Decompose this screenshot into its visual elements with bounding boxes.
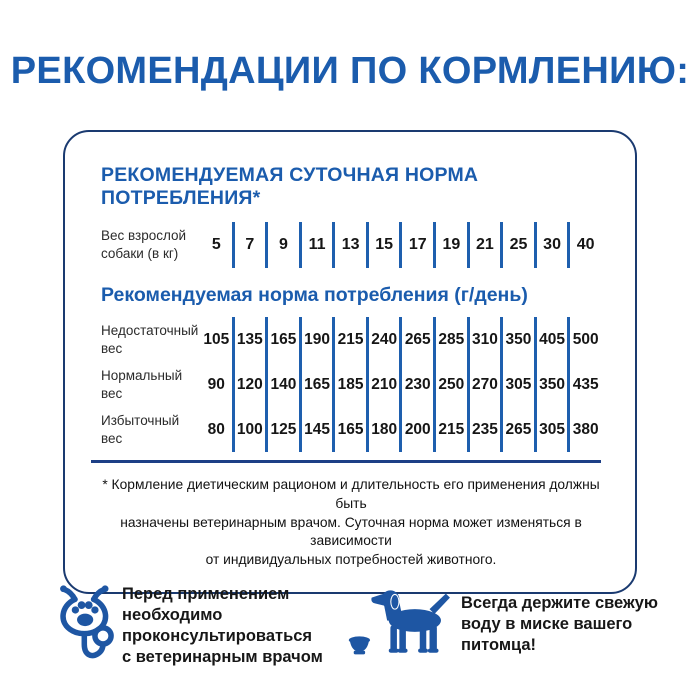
- norm-column: 285 250 215: [436, 317, 470, 452]
- dog-with-bowl-icon: [348, 586, 454, 669]
- page-title: РЕКОМЕНДАЦИИ ПО КОРМЛЕНИЮ:: [10, 50, 690, 92]
- norm-value-cell: 185: [337, 375, 364, 393]
- norm-value-cell: 190: [304, 330, 330, 348]
- norm-value-cell: 140: [270, 375, 297, 393]
- panel-subheading: Рекомендуемая норма потребления (г/день): [101, 284, 528, 306]
- norm-value-cell: 120: [236, 375, 263, 393]
- norm-value-cell: 265: [404, 330, 431, 348]
- norm-value-cell: 210: [371, 375, 398, 393]
- norm-value-cell: 270: [471, 375, 498, 393]
- row-label-normalweight: Нормальный вес: [101, 367, 183, 401]
- weight-value-cell: 21: [470, 222, 504, 268]
- norm-value-cell: 380: [572, 420, 599, 438]
- norm-value-cell: 165: [304, 375, 330, 393]
- weight-value-cell: 17: [402, 222, 437, 268]
- panel-heading: РЕКОМЕНДУЕМАЯ СУТОЧНАЯ НОРМА ПОТРЕБЛЕНИЯ…: [101, 164, 479, 209]
- weight-value-cell: 7: [235, 222, 269, 268]
- norm-value-cell: 435: [572, 375, 599, 393]
- weight-value-cell: 13: [335, 222, 369, 268]
- norm-value-cell: 215: [337, 330, 364, 348]
- norm-value-cell: 285: [438, 330, 465, 348]
- norm-value-cell: 90: [207, 375, 225, 393]
- norm-value-cell: 165: [270, 330, 297, 348]
- norm-value-cell: 240: [371, 330, 398, 348]
- norm-row-labels: Недостаточный вес Нормальный вес Избыточ…: [101, 317, 201, 452]
- weight-value-cell: 9: [268, 222, 302, 268]
- norm-column: 240 210 180: [369, 317, 403, 452]
- weight-value-cell: 5: [201, 222, 235, 268]
- norm-value-cell: 180: [371, 420, 398, 438]
- norm-value-cell: 100: [236, 420, 263, 438]
- stethoscope-paw-icon: [52, 580, 120, 673]
- weight-value-cell: 15: [369, 222, 403, 268]
- footnote-divider: [91, 460, 601, 463]
- vet-advice-text: Перед применением необходимо проконсульт…: [122, 585, 323, 666]
- norm-value-cell: 305: [505, 375, 532, 393]
- norm-value-cell: 500: [572, 330, 599, 348]
- row-label-overweight: Избыточный вес: [101, 412, 180, 446]
- norm-column: 405 350 305: [537, 317, 571, 452]
- norm-value-cell: 235: [471, 420, 498, 438]
- norm-value-cell: 265: [505, 420, 532, 438]
- weight-table: Вес взрослой собаки (в кг) 5 7 9 11 13 15 17 19…: [101, 222, 601, 268]
- norm-value-cell: 135: [236, 330, 263, 348]
- norm-value-cell: 165: [337, 420, 364, 438]
- norm-column: 165 140 125: [268, 317, 302, 452]
- norm-values-grid: 105 90 80 135 120 100 165 140 125 190 165 145 215 185…: [201, 317, 601, 452]
- footnote-text: * Кормление диетическим рационом и длите…: [102, 477, 600, 567]
- norm-value-cell: 305: [539, 420, 565, 438]
- norm-value-cell: 105: [203, 330, 230, 348]
- norm-value-cell: 145: [304, 420, 330, 438]
- weight-value-cell: 30: [537, 222, 571, 268]
- weight-value-cell: 40: [576, 236, 595, 253]
- norm-value-cell: 350: [539, 375, 565, 393]
- norm-column: 500 435 380: [570, 317, 601, 452]
- norm-value-cell: 200: [404, 420, 431, 438]
- weight-value-cell: 19: [436, 222, 470, 268]
- norm-column: 310 270 235: [470, 317, 504, 452]
- norm-value-cell: 80: [207, 420, 225, 438]
- norm-table: Недостаточный вес Нормальный вес Избыточ…: [101, 317, 601, 452]
- norm-value-cell: 125: [270, 420, 297, 438]
- norm-value-cell: 310: [471, 330, 498, 348]
- weight-value-cell: 11: [302, 222, 336, 268]
- norm-column: 265 230 200: [402, 317, 437, 452]
- norm-column: 190 165 145: [302, 317, 336, 452]
- water-advice-text: Всегда держите свежую воду в миске вашег…: [461, 594, 658, 654]
- weight-value-cell: 25: [503, 222, 537, 268]
- norm-column: 350 305 265: [503, 317, 537, 452]
- norm-column: 135 120 100: [235, 317, 269, 452]
- row-label-underweight: Недостаточный вес: [101, 322, 199, 356]
- norm-value-cell: 250: [438, 375, 465, 393]
- norm-value-cell: 230: [404, 375, 431, 393]
- feeding-panel: РЕКОМЕНДУЕМАЯ СУТОЧНАЯ НОРМА ПОТРЕБЛЕНИЯ…: [63, 130, 637, 594]
- weight-values-row: 5 7 9 11 13 15 17 19 21 25 30 40: [201, 222, 601, 268]
- norm-value-cell: 215: [438, 420, 465, 438]
- norm-value-cell: 350: [505, 330, 532, 348]
- norm-column: 215 185 165: [335, 317, 369, 452]
- weight-row-label: Вес взрослой собаки (в кг): [101, 228, 187, 261]
- norm-value-cell: 405: [539, 330, 565, 348]
- norm-column: 105 90 80: [201, 317, 235, 452]
